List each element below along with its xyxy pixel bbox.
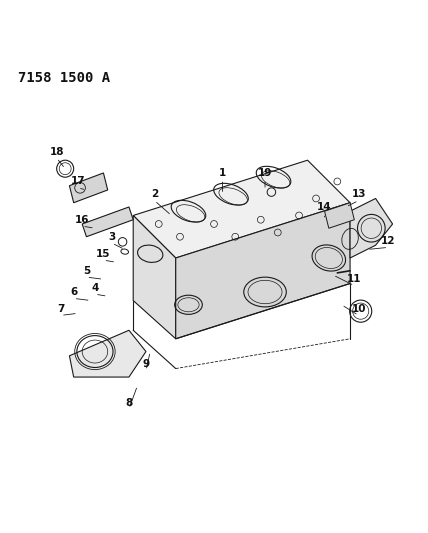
Text: 15: 15: [96, 249, 111, 259]
Text: 16: 16: [75, 215, 89, 225]
Text: 1: 1: [219, 168, 226, 178]
Polygon shape: [133, 160, 350, 258]
Text: 10: 10: [351, 304, 366, 314]
Text: 8: 8: [125, 398, 133, 408]
Text: 5: 5: [83, 266, 90, 276]
Text: 14: 14: [317, 202, 332, 212]
Text: 6: 6: [70, 287, 77, 297]
Polygon shape: [82, 207, 133, 237]
Text: 7: 7: [57, 304, 65, 314]
Text: 2: 2: [151, 189, 158, 199]
Polygon shape: [176, 203, 350, 339]
Polygon shape: [69, 330, 146, 377]
Polygon shape: [69, 173, 108, 203]
Polygon shape: [324, 203, 354, 228]
Text: 18: 18: [49, 147, 64, 157]
Text: 9: 9: [143, 359, 149, 369]
Text: 3: 3: [108, 232, 116, 242]
Text: 4: 4: [91, 283, 98, 293]
Text: 13: 13: [351, 189, 366, 199]
Text: 11: 11: [347, 274, 362, 284]
Polygon shape: [350, 198, 392, 258]
Text: 17: 17: [71, 176, 85, 187]
Text: 7158 1500 A: 7158 1500 A: [18, 71, 110, 85]
Text: 19: 19: [258, 168, 272, 178]
Polygon shape: [133, 215, 176, 339]
Text: 12: 12: [381, 236, 395, 246]
